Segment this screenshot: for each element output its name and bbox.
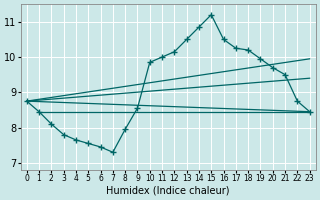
X-axis label: Humidex (Indice chaleur): Humidex (Indice chaleur) bbox=[107, 186, 230, 196]
